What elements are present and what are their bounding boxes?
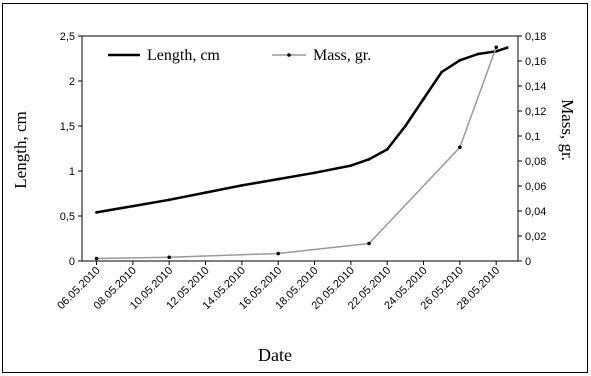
y-tick-label: 0,5 bbox=[60, 211, 75, 223]
data-point-length bbox=[95, 211, 98, 214]
legend-label-mass: Mass, gr. bbox=[313, 47, 371, 64]
data-point-length bbox=[476, 52, 480, 56]
data-point-length bbox=[204, 191, 207, 195]
data-point-length bbox=[403, 124, 407, 128]
y2-tick-label: 0,08 bbox=[525, 156, 546, 168]
y-tick-label: 2 bbox=[69, 76, 75, 88]
x-axis-label: Date bbox=[258, 345, 292, 365]
y-tick-label: 1 bbox=[69, 166, 75, 178]
data-point-length bbox=[458, 58, 462, 62]
y-tick-label: 1,5 bbox=[60, 121, 75, 133]
data-point-length bbox=[313, 171, 316, 175]
series-line-mass bbox=[96, 46, 497, 260]
y-tick-label: 0 bbox=[69, 256, 75, 268]
data-point-mass bbox=[494, 45, 499, 50]
y2-tick-label: 0,04 bbox=[525, 206, 546, 218]
data-point-length bbox=[131, 204, 135, 208]
y2-tick-label: 0,18 bbox=[525, 31, 546, 43]
y2-tick-label: 0,14 bbox=[525, 81, 546, 93]
y-tick-label: 2,5 bbox=[60, 31, 75, 43]
y2-tick-label: 0 bbox=[525, 256, 531, 268]
y2-tick-label: 0,02 bbox=[525, 231, 546, 243]
data-point-length bbox=[422, 97, 425, 101]
data-point-length bbox=[385, 148, 389, 151]
plot-area bbox=[81, 35, 519, 262]
data-point-length bbox=[167, 198, 171, 202]
y2-tick-label: 0,06 bbox=[525, 181, 546, 193]
y2-tick-label: 0,12 bbox=[525, 106, 546, 118]
legend-label-length: Length, cm bbox=[147, 47, 220, 64]
data-point-length bbox=[276, 177, 280, 181]
legend-marker-mass bbox=[287, 53, 291, 57]
y2-tick-label: 0,1 bbox=[525, 131, 540, 143]
data-point-mass bbox=[276, 251, 281, 256]
y2-axis-ticks: 0 0,02 0,04 0,06 0,08 0,1 0,12 0,14 0,16 0,18 bbox=[518, 31, 546, 268]
y-axis-ticks: 0 0,5 1 1,5 2 2,5 bbox=[60, 31, 82, 268]
series-line-length bbox=[96, 46, 508, 214]
y2-axis-label: Mass, gr. bbox=[558, 99, 577, 161]
y2-tick-label: 0,16 bbox=[525, 56, 546, 68]
x-axis-ticks: 06.05.201008.05.201010.05.201012.05.2010… bbox=[55, 261, 502, 312]
data-point-length bbox=[240, 184, 244, 187]
data-point-length bbox=[440, 70, 444, 74]
series-layer bbox=[94, 45, 509, 261]
data-point-length bbox=[505, 46, 509, 50]
data-point-mass bbox=[458, 145, 462, 150]
legend: Length, cm Mass, gr. bbox=[108, 47, 371, 64]
data-point-length bbox=[367, 157, 371, 161]
data-point-mass bbox=[94, 256, 99, 261]
data-point-mass bbox=[167, 255, 171, 260]
data-point-length bbox=[349, 164, 353, 168]
data-point-mass bbox=[367, 241, 371, 246]
y-axis-label: Length, cm bbox=[11, 111, 30, 188]
